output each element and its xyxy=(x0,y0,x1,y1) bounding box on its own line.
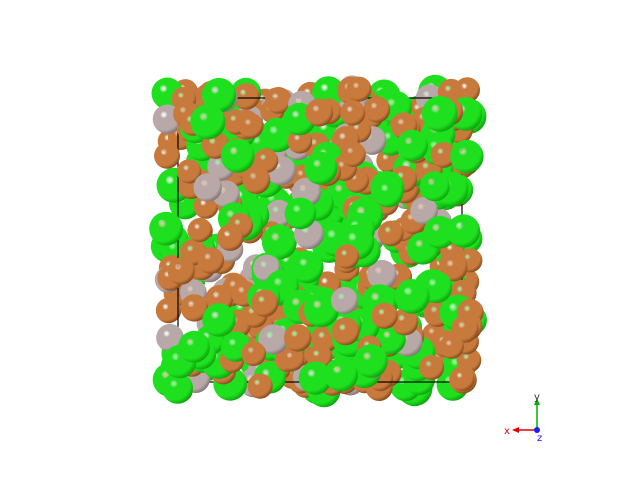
copper-atom xyxy=(454,77,480,103)
copper-atom xyxy=(180,294,208,322)
green-atom xyxy=(284,197,317,230)
copper-atom xyxy=(265,87,292,114)
copper-atom xyxy=(419,355,445,380)
copper-atom xyxy=(346,76,372,102)
green-atom xyxy=(394,279,430,314)
green-atom xyxy=(450,139,484,174)
copper-atom xyxy=(241,341,266,367)
copper-atom xyxy=(305,98,334,127)
green-atom xyxy=(290,250,324,284)
green-atom xyxy=(447,214,481,248)
green-atom xyxy=(396,129,428,162)
green-atom xyxy=(304,151,338,185)
green-atom xyxy=(220,139,255,173)
gray-atom xyxy=(156,323,184,352)
green-atom xyxy=(261,224,297,260)
copper-atom xyxy=(287,129,313,154)
copper-atom xyxy=(371,302,398,329)
green-atom xyxy=(190,104,226,140)
copper-atom xyxy=(283,324,312,352)
axis-triad-icon: y x z xyxy=(504,392,542,444)
copper-atom xyxy=(340,100,366,126)
copper-atom xyxy=(167,257,195,285)
gray-atom xyxy=(410,196,438,225)
copper-atom xyxy=(364,96,391,123)
copper-atom xyxy=(430,142,457,168)
copper-atom xyxy=(232,83,260,110)
gray-atom xyxy=(193,173,222,202)
green-atom xyxy=(202,303,236,337)
green-atom xyxy=(421,96,458,132)
green-atom xyxy=(303,292,339,328)
copper-atom xyxy=(451,315,479,343)
z-axis-label: z xyxy=(537,433,542,444)
y-axis-label: y xyxy=(534,392,540,403)
copper-atom xyxy=(439,253,468,282)
copper-atom xyxy=(450,366,475,391)
y-axis-arrowhead xyxy=(534,398,540,405)
green-atom xyxy=(201,77,237,113)
gray-atom xyxy=(367,259,397,290)
copper-atom xyxy=(176,159,202,184)
copper-atom xyxy=(280,346,305,371)
copper-atom xyxy=(197,247,225,274)
copper-atom xyxy=(378,220,404,247)
copper-atom xyxy=(334,244,360,269)
atom-cluster-front xyxy=(149,76,484,408)
copper-atom xyxy=(217,224,244,251)
green-atom xyxy=(149,211,184,246)
gray-atom xyxy=(331,286,358,314)
green-atom xyxy=(373,177,404,208)
copper-atom xyxy=(331,317,360,346)
green-atom xyxy=(178,330,210,363)
copper-atom xyxy=(391,308,419,336)
green-atom xyxy=(419,171,450,202)
x-axis-arrowhead xyxy=(512,427,519,433)
copper-atom xyxy=(155,297,182,324)
copper-atom xyxy=(439,334,464,359)
green-atom xyxy=(298,361,332,395)
x-axis-label: x xyxy=(504,426,510,437)
green-atom xyxy=(162,372,193,404)
copper-atom xyxy=(238,113,264,139)
copper-atom xyxy=(340,141,366,167)
copper-atom xyxy=(242,166,271,195)
green-atom xyxy=(324,357,358,392)
gray-atom xyxy=(258,324,289,355)
green-atom xyxy=(354,344,388,378)
copper-atom xyxy=(247,373,273,399)
copper-atom xyxy=(187,217,212,243)
copper-atom xyxy=(251,289,279,317)
z-axis-dot xyxy=(534,427,540,433)
green-atom xyxy=(423,216,457,249)
copper-atom xyxy=(154,142,180,169)
gray-atom xyxy=(265,199,293,228)
